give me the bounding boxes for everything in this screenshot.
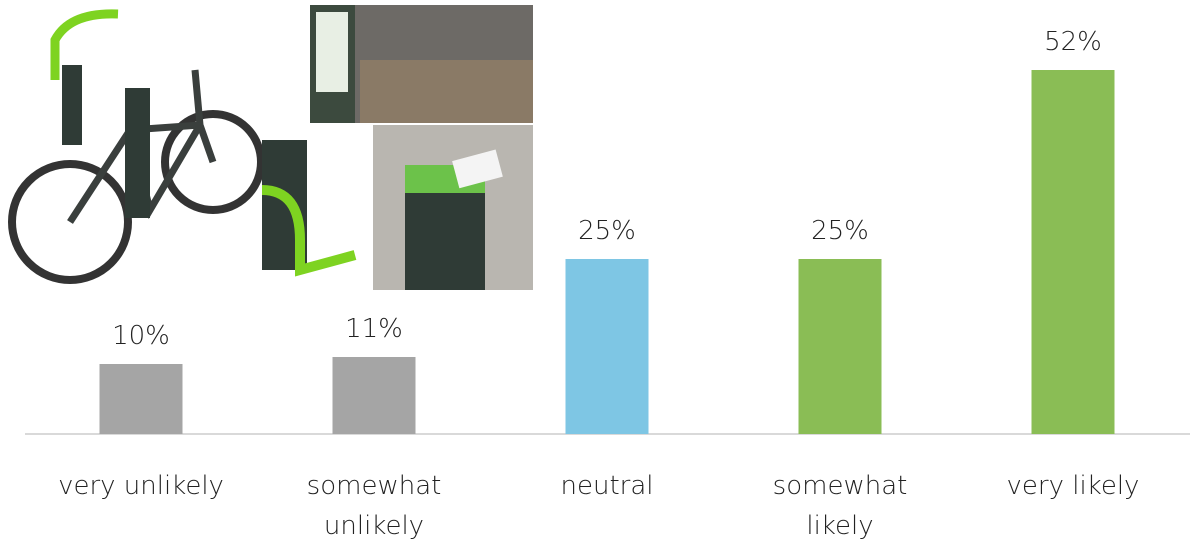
bar <box>1031 70 1115 434</box>
illustration <box>8 5 533 290</box>
value-label: 11% <box>345 314 403 344</box>
bike-wheel <box>8 160 132 284</box>
value-label: 52% <box>1044 27 1102 57</box>
bar <box>798 259 882 434</box>
dock <box>125 88 150 218</box>
bar <box>99 364 183 434</box>
bar <box>332 357 416 434</box>
photo-bikes <box>360 60 533 123</box>
dock-arm <box>50 9 119 80</box>
bike-wheel <box>161 110 265 214</box>
photo-sign-panel <box>316 12 348 92</box>
value-label: 25% <box>811 216 869 246</box>
x-tick-label: very likely <box>1006 471 1140 501</box>
value-label: 25% <box>578 216 636 246</box>
x-tick-label: neutral <box>560 471 654 501</box>
dock-arm <box>261 185 357 277</box>
bar <box>565 259 649 434</box>
x-tick-label: somewhat unlikely <box>306 471 442 541</box>
value-label: 10% <box>112 321 170 351</box>
x-tick-label: somewhat likely <box>772 471 908 541</box>
x-tick-label: very unlikely <box>58 471 224 501</box>
photo-card-item <box>452 149 503 189</box>
dock <box>62 65 82 145</box>
